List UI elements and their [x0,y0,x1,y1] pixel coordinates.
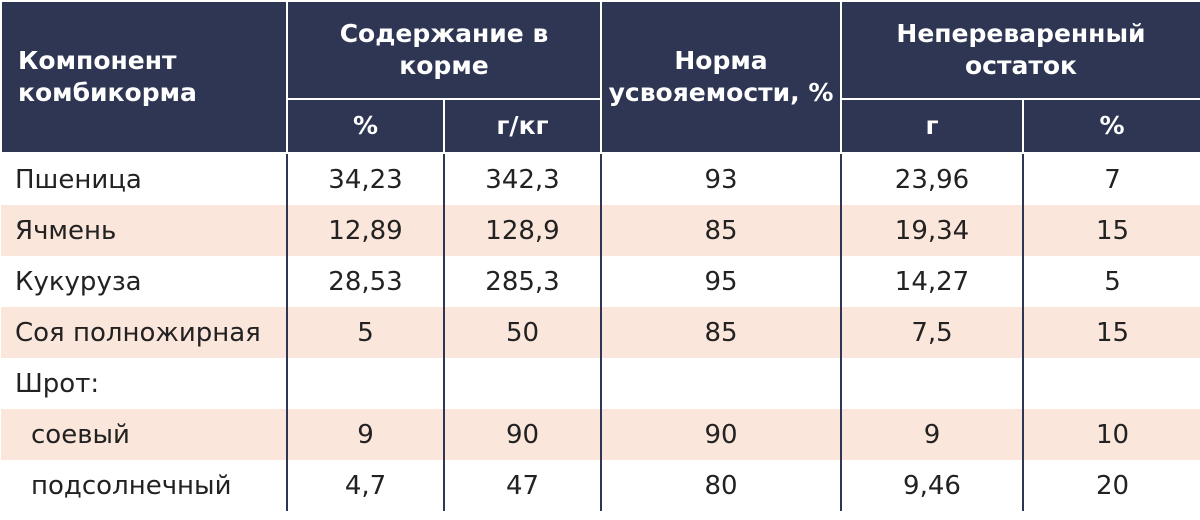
cell-name: Ячмень [1,205,288,256]
cell-name: Шрот: [1,358,288,409]
cell-residue-pct: 20 [1022,460,1200,511]
cell-residue-g: 9 [840,409,1024,460]
table-row: Шрот: [1,358,1200,409]
cell-residue-g: 9,46 [840,460,1024,511]
cell-norm [600,358,842,409]
cell-content-pct: 5 [286,307,445,358]
cell-residue-pct: 5 [1022,256,1200,307]
cell-content-gkg: 285,3 [443,256,602,307]
header-residue: Непереваренный остаток [840,0,1200,100]
table-row: подсолнечный 4,7 47 80 9,46 20 [1,460,1200,511]
header-residue-g: г [840,98,1024,154]
table-body: Пшеница 34,23 342,3 93 23,96 7 Ячмень 12… [1,153,1200,511]
cell-content-pct: 12,89 [286,205,445,256]
cell-content-gkg: 47 [443,460,602,511]
cell-residue-g [840,358,1024,409]
header-content-gkg: г/кг [443,98,602,154]
cell-residue-pct: 15 [1022,205,1200,256]
cell-norm: 85 [600,205,842,256]
cell-norm: 93 [600,153,842,205]
cell-residue-pct: 10 [1022,409,1200,460]
cell-content-gkg [443,358,602,409]
cell-norm: 90 [600,409,842,460]
cell-name: Кукуруза [1,256,288,307]
cell-residue-g: 14,27 [840,256,1024,307]
table-row: Соя полножирная 5 50 85 7,5 15 [1,307,1200,358]
cell-content-gkg: 50 [443,307,602,358]
cell-name: соевый [1,409,288,460]
table-row: Ячмень 12,89 128,9 85 19,34 15 [1,205,1200,256]
cell-content-pct: 28,53 [286,256,445,307]
cell-content-pct: 9 [286,409,445,460]
cell-norm: 95 [600,256,842,307]
table-header: Компонент комбикорма Содержание в корме … [0,0,1200,154]
cell-name: подсолнечный [1,460,288,511]
cell-content-pct: 4,7 [286,460,445,511]
cell-residue-pct: 15 [1022,307,1200,358]
cell-residue-g: 19,34 [840,205,1024,256]
table-row: Кукуруза 28,53 285,3 95 14,27 5 [1,256,1200,307]
cell-residue-g: 7,5 [840,307,1024,358]
header-content: Содержание в корме [286,0,602,100]
cell-norm: 85 [600,307,842,358]
cell-content-gkg: 128,9 [443,205,602,256]
header-residue-pct: % [1022,98,1200,154]
header-digestibility: Норма усвояемости, % [600,0,842,154]
cell-residue-g: 23,96 [840,153,1024,205]
table-row: соевый 9 90 90 9 10 [1,409,1200,460]
cell-name: Пшеница [1,153,288,205]
cell-content-gkg: 342,3 [443,153,602,205]
cell-content-gkg: 90 [443,409,602,460]
cell-name: Соя полножирная [1,307,288,358]
cell-content-pct: 34,23 [286,153,445,205]
header-component: Компонент комбикорма [0,0,288,154]
header-content-pct: % [286,98,445,154]
cell-residue-pct [1022,358,1200,409]
cell-residue-pct: 7 [1022,153,1200,205]
cell-norm: 80 [600,460,842,511]
table-row: Пшеница 34,23 342,3 93 23,96 7 [1,153,1200,205]
cell-content-pct [286,358,445,409]
